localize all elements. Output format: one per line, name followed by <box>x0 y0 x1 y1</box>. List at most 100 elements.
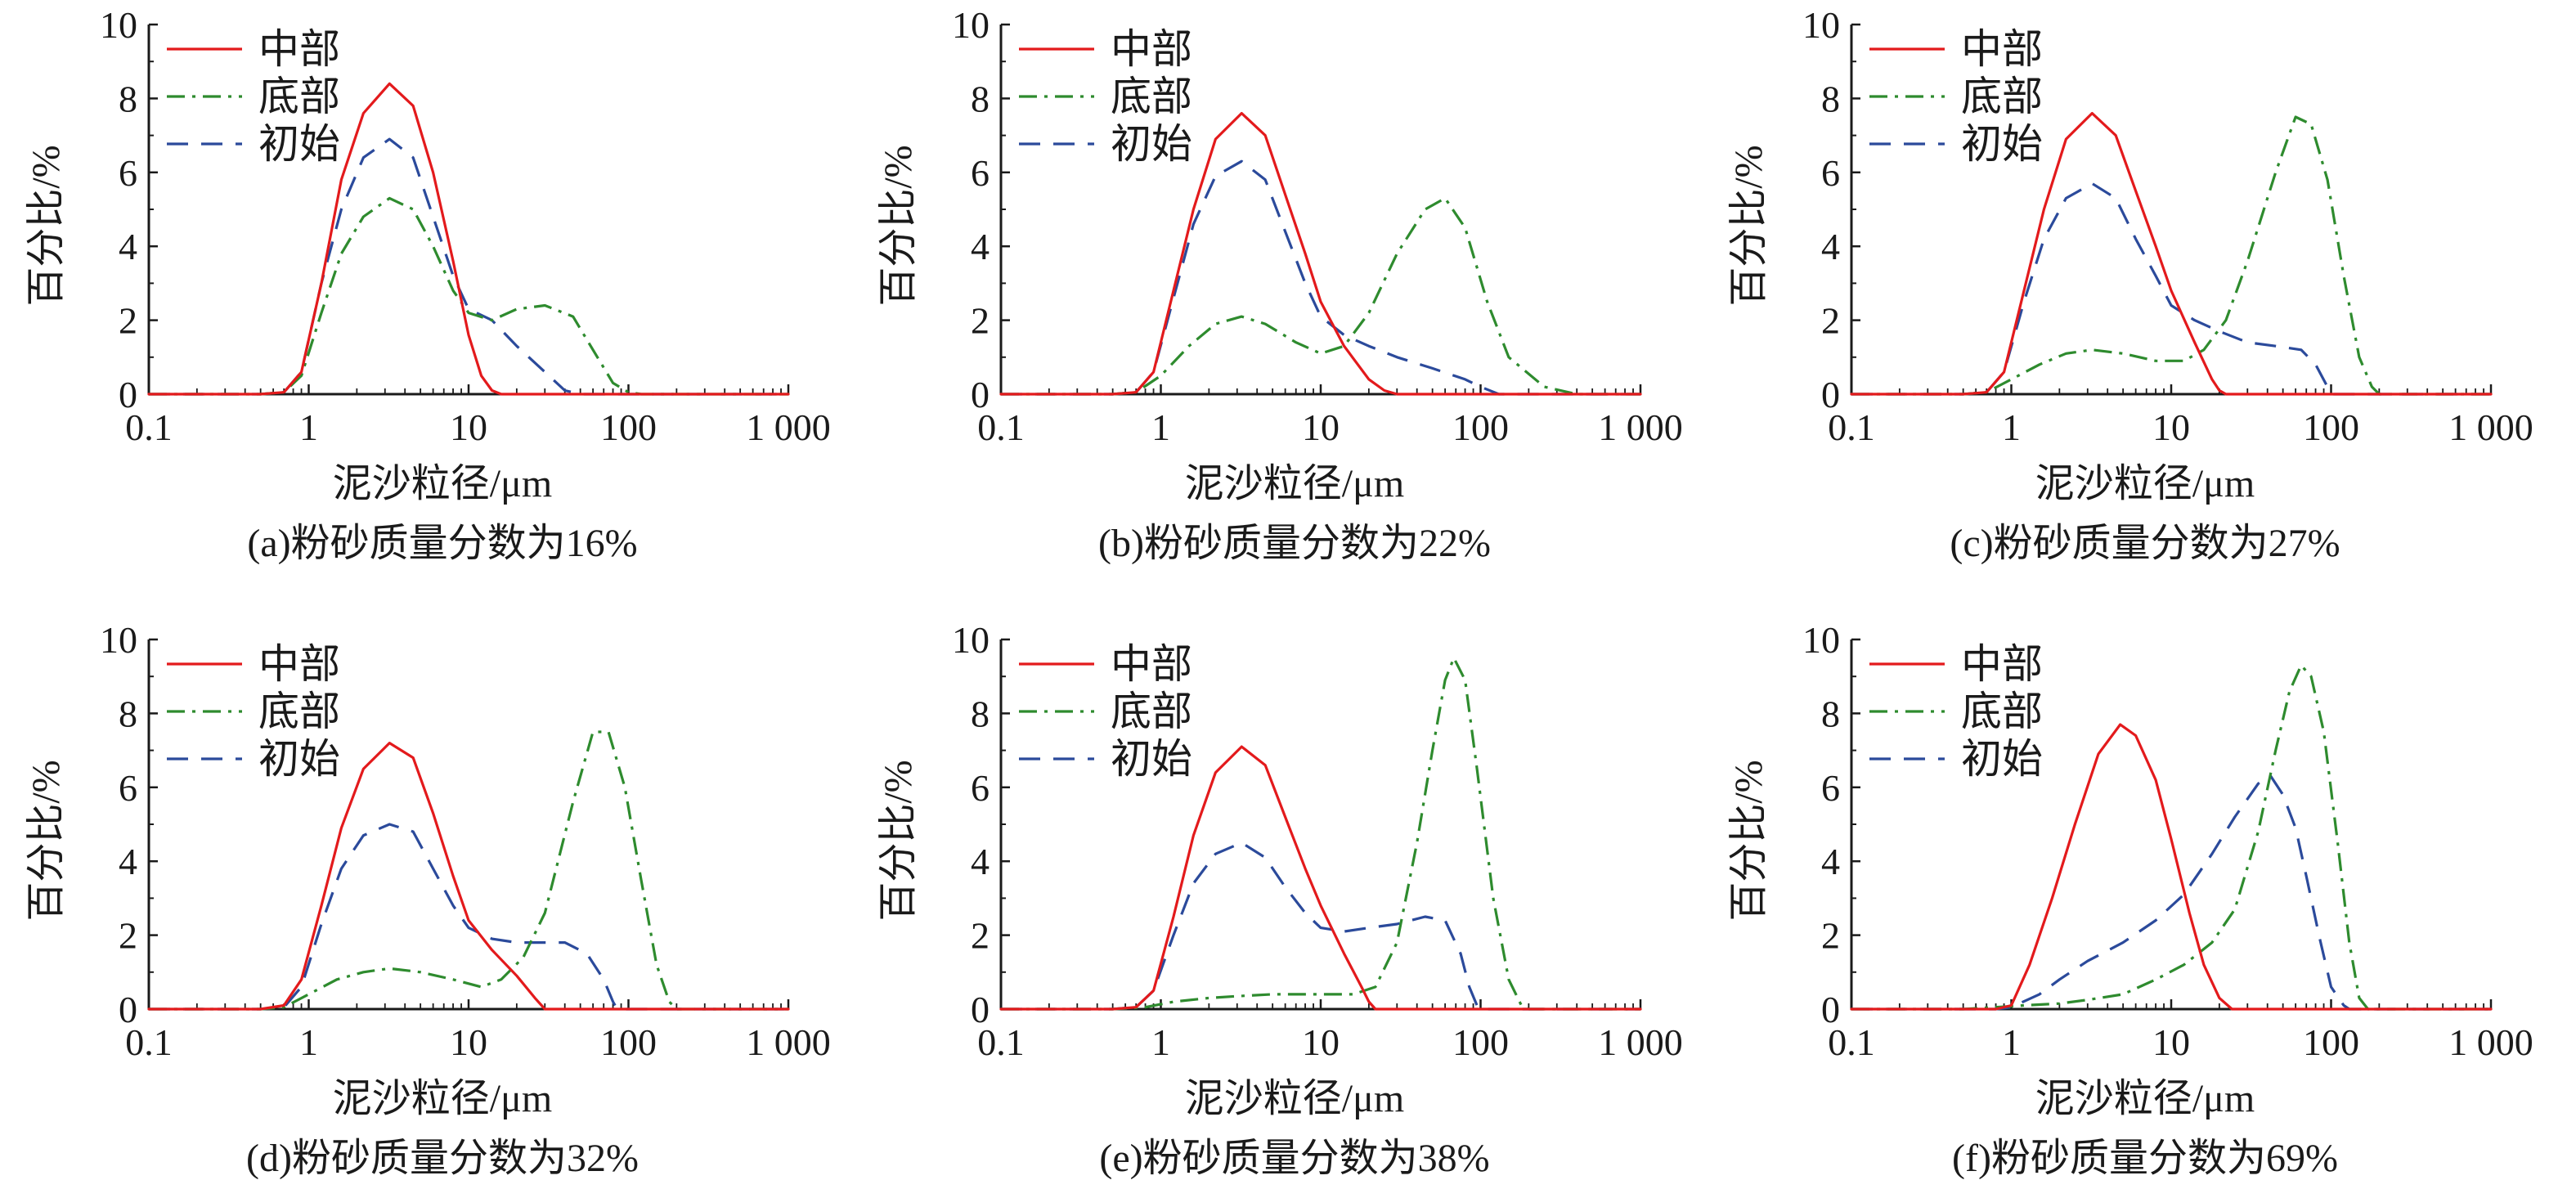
panel-f: 0 2 4 6 8 10 0.1 1 10 100 1 000 泥沙粒径/μm 百分比/% (f)粉砂质量… <box>1727 619 2533 1180</box>
x-tick-label: 100 <box>1452 406 1509 448</box>
series-line-中部 <box>1850 723 2493 1011</box>
y-tick-label: 4 <box>971 226 990 267</box>
panel-d: 0 2 4 6 8 10 0.1 1 10 100 1 000 泥沙粒径/μm 百分比/% (d)粉砂质量… <box>25 619 831 1180</box>
series-line-中部 <box>147 82 790 396</box>
x-axis-label: 泥沙粒径/μm <box>333 1077 552 1120</box>
y-tick-label: 10 <box>952 4 990 46</box>
y-tick-label: 2 <box>119 300 137 342</box>
y-tick-label: 10 <box>100 619 137 661</box>
x-tick-label: 0.1 <box>1828 1021 1875 1063</box>
series-line-初始 <box>1851 774 2491 1011</box>
y-tick-label: 8 <box>971 693 990 734</box>
x-tick-label: 1 000 <box>2448 1021 2533 1063</box>
series-line-中部 <box>999 745 1642 1011</box>
panel-e: 0 2 4 6 8 10 0.1 1 10 100 1 000 泥沙粒径/μm 百分比/% (e)粉砂质量… <box>877 619 1683 1180</box>
y-tick-label: 0 <box>1821 989 1840 1030</box>
legend-label: 底部 <box>258 689 340 734</box>
x-tick-label: 10 <box>2152 1021 2190 1063</box>
series-line-底部 <box>1001 196 1640 396</box>
y-axis-label: 百分比/% <box>877 145 920 306</box>
y-tick-label: 10 <box>100 4 137 46</box>
x-tick-label: 10 <box>1302 1021 1340 1063</box>
x-tick-label: 100 <box>1452 1021 1509 1063</box>
panel-caption: (b)粉砂质量分数为22% <box>1098 522 1491 565</box>
panel-caption: (c)粉砂质量分数为27% <box>1950 522 2340 565</box>
y-tick-label: 6 <box>119 767 137 809</box>
y-tick-label: 8 <box>971 78 990 119</box>
legend-label: 中部 <box>258 26 340 72</box>
y-tick-label: 2 <box>1821 300 1840 342</box>
legend-label: 中部 <box>258 641 340 687</box>
legend-label: 中部 <box>1111 641 1192 687</box>
y-tick-label: 6 <box>1821 767 1840 809</box>
y-axis-label: 百分比/% <box>1727 145 1770 306</box>
y-tick-label: 4 <box>1821 841 1840 882</box>
y-axis-label: 百分比/% <box>1727 760 1770 921</box>
y-tick-label: 2 <box>1821 915 1840 957</box>
x-tick-label: 0.1 <box>125 1021 173 1063</box>
legend-label: 中部 <box>1961 641 2043 687</box>
y-axis-label: 百分比/% <box>877 760 920 921</box>
y-tick-label: 10 <box>1802 619 1840 661</box>
x-tick-label: 1 000 <box>1598 406 1683 448</box>
x-axis-label: 泥沙粒径/μm <box>1185 462 1404 505</box>
y-tick-label: 0 <box>971 374 990 415</box>
legend-label: 初始 <box>1111 121 1192 167</box>
series-line-中部 <box>1850 111 2493 396</box>
y-tick-label: 2 <box>971 915 990 957</box>
y-tick-label: 6 <box>971 152 990 194</box>
x-axis-label: 泥沙粒径/μm <box>2035 462 2255 505</box>
x-tick-label: 1 <box>2002 406 2021 448</box>
legend-label: 初始 <box>1111 736 1192 782</box>
y-axis-label: 百分比/% <box>25 145 68 306</box>
x-tick-label: 1 <box>1151 1021 1170 1063</box>
panel-caption: (d)粉砂质量分数为32% <box>246 1137 639 1180</box>
x-tick-label: 100 <box>600 1021 657 1063</box>
x-tick-label: 10 <box>450 406 487 448</box>
x-axis-label: 泥沙粒径/μm <box>1185 1077 1404 1120</box>
legend-label: 初始 <box>258 121 340 167</box>
y-tick-label: 6 <box>119 152 137 194</box>
y-tick-label: 2 <box>971 300 990 342</box>
legend-label: 底部 <box>1111 689 1192 734</box>
x-tick-label: 1 000 <box>1598 1021 1683 1063</box>
panel-b: 0 2 4 6 8 10 0.1 1 10 100 1 000 泥沙粒径/μm 百分比/% (b)粉砂质量… <box>877 4 1683 565</box>
legend-label: 底部 <box>1111 74 1192 119</box>
y-tick-label: 10 <box>1802 4 1840 46</box>
x-tick-label: 1 000 <box>2448 406 2533 448</box>
x-tick-label: 1 <box>1151 406 1170 448</box>
y-tick-label: 4 <box>971 841 990 882</box>
series-line-底部 <box>149 196 788 396</box>
series-line-底部 <box>149 730 788 1011</box>
legend-label: 初始 <box>1961 121 2043 167</box>
x-tick-label: 10 <box>450 1021 487 1063</box>
x-tick-label: 0.1 <box>977 406 1025 448</box>
y-tick-label: 6 <box>1821 152 1840 194</box>
x-tick-label: 0.1 <box>1828 406 1875 448</box>
series-line-初始 <box>149 137 788 396</box>
y-tick-label: 2 <box>119 915 137 957</box>
x-tick-label: 0.1 <box>977 1021 1025 1063</box>
legend-label: 底部 <box>1961 689 2043 734</box>
series-line-底部 <box>1851 663 2491 1011</box>
x-tick-label: 1 <box>299 1021 318 1063</box>
series-line-初始 <box>1001 159 1640 396</box>
x-tick-label: 1 <box>299 406 318 448</box>
x-tick-label: 1 000 <box>746 1021 831 1063</box>
panel-caption: (a)粉砂质量分数为16% <box>247 522 637 565</box>
legend-label: 底部 <box>1961 74 2043 119</box>
series-line-底部 <box>1851 115 2491 396</box>
x-tick-label: 10 <box>1302 406 1340 448</box>
y-tick-label: 4 <box>119 841 137 882</box>
y-tick-label: 4 <box>1821 226 1840 267</box>
x-axis-label: 泥沙粒径/μm <box>333 462 552 505</box>
x-tick-label: 10 <box>2152 406 2190 448</box>
panel-caption: (e)粉砂质量分数为38% <box>1099 1137 1489 1180</box>
x-tick-label: 1 <box>2002 1021 2021 1063</box>
y-tick-label: 8 <box>119 78 137 119</box>
legend-label: 中部 <box>1961 26 2043 72</box>
panel-c: 0 2 4 6 8 10 0.1 1 10 100 1 000 泥沙粒径/μm 百分比/% (c)粉砂质量… <box>1727 4 2533 565</box>
panel-caption: (f)粉砂质量分数为69% <box>1952 1137 2338 1180</box>
